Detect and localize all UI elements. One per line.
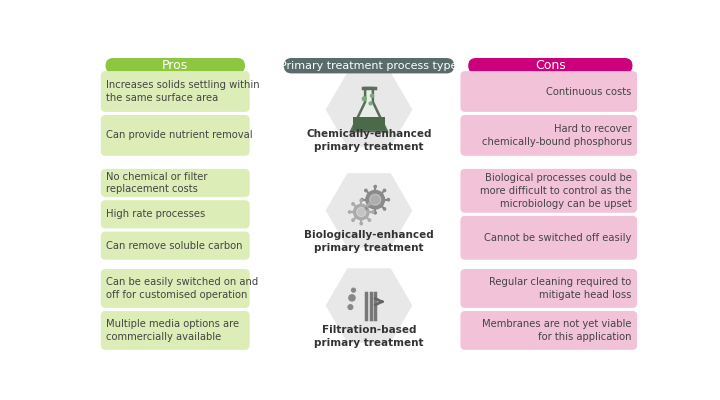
Polygon shape	[324, 71, 414, 148]
Text: Can remove soluble carbon: Can remove soluble carbon	[107, 241, 243, 251]
Text: Membranes are not yet viable
for this application: Membranes are not yet viable for this ap…	[482, 319, 631, 342]
FancyBboxPatch shape	[101, 232, 250, 260]
Polygon shape	[353, 117, 385, 130]
Circle shape	[349, 295, 355, 301]
Circle shape	[361, 198, 363, 201]
Text: Biologically-enhanced
primary treatment: Biologically-enhanced primary treatment	[304, 230, 434, 253]
FancyBboxPatch shape	[284, 58, 454, 74]
Circle shape	[348, 305, 353, 310]
Circle shape	[360, 222, 362, 225]
Circle shape	[374, 186, 377, 188]
FancyBboxPatch shape	[101, 200, 250, 228]
Circle shape	[351, 288, 356, 292]
Circle shape	[371, 94, 374, 97]
Text: Multiple media options are
commercially available: Multiple media options are commercially …	[107, 319, 239, 342]
Circle shape	[356, 207, 366, 217]
FancyBboxPatch shape	[461, 169, 637, 213]
Text: No chemical or filter
replacement costs: No chemical or filter replacement costs	[107, 172, 208, 194]
FancyBboxPatch shape	[101, 169, 250, 197]
Circle shape	[383, 189, 386, 192]
FancyBboxPatch shape	[101, 115, 250, 156]
Circle shape	[387, 198, 390, 201]
Circle shape	[365, 208, 367, 210]
Polygon shape	[324, 172, 414, 249]
Circle shape	[374, 212, 377, 214]
Circle shape	[372, 211, 374, 213]
Circle shape	[354, 204, 369, 220]
Text: Increases solids settling within
the same surface area: Increases solids settling within the sam…	[107, 80, 260, 103]
Text: Chemically-enhanced
primary treatment: Chemically-enhanced primary treatment	[306, 129, 432, 152]
Circle shape	[369, 203, 371, 205]
FancyBboxPatch shape	[101, 269, 250, 308]
Text: Regular cleaning required to
mitigate head loss: Regular cleaning required to mitigate he…	[490, 277, 631, 300]
Circle shape	[365, 189, 367, 192]
FancyBboxPatch shape	[461, 216, 637, 260]
FancyBboxPatch shape	[101, 71, 250, 112]
Text: High rate processes: High rate processes	[107, 209, 205, 219]
Text: Pros: Pros	[162, 59, 189, 72]
Circle shape	[352, 203, 354, 205]
Text: Hard to recover
chemically-bound phosphorus: Hard to recover chemically-bound phospho…	[482, 124, 631, 147]
Text: Can be easily switched on and
off for customised operation: Can be easily switched on and off for cu…	[107, 277, 258, 300]
Circle shape	[383, 208, 386, 210]
FancyBboxPatch shape	[461, 71, 637, 112]
Text: Cannot be switched off easily: Cannot be switched off easily	[485, 233, 631, 243]
FancyBboxPatch shape	[468, 58, 632, 74]
Circle shape	[369, 102, 372, 105]
Polygon shape	[324, 267, 414, 344]
Circle shape	[352, 219, 354, 221]
FancyBboxPatch shape	[101, 311, 250, 350]
Text: Primary treatment process type: Primary treatment process type	[280, 61, 458, 71]
Text: Continuous costs: Continuous costs	[546, 86, 631, 96]
FancyBboxPatch shape	[461, 115, 637, 156]
Circle shape	[369, 219, 371, 221]
Text: Cons: Cons	[535, 59, 566, 72]
Text: Filtration-based
primary treatment: Filtration-based primary treatment	[314, 325, 424, 348]
FancyBboxPatch shape	[106, 58, 245, 74]
Text: Biological processes could be
more difficult to control as the
microbiology can : Biological processes could be more diffi…	[480, 173, 631, 209]
Circle shape	[360, 199, 362, 202]
Circle shape	[366, 190, 384, 209]
Circle shape	[348, 211, 351, 213]
Circle shape	[369, 194, 381, 205]
Circle shape	[362, 97, 366, 101]
Polygon shape	[351, 88, 387, 131]
FancyBboxPatch shape	[461, 269, 637, 308]
FancyBboxPatch shape	[461, 311, 637, 350]
Text: Can provide nutrient removal: Can provide nutrient removal	[107, 130, 253, 140]
